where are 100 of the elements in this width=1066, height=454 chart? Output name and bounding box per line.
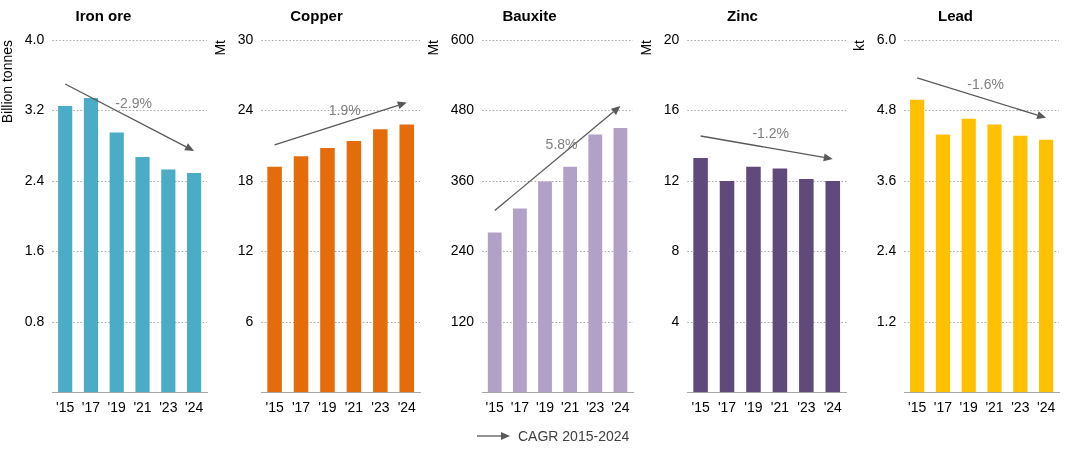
x-tick-label: '19 bbox=[959, 399, 979, 416]
y-tick-label: 6.0 bbox=[876, 30, 897, 47]
bar bbox=[487, 232, 502, 393]
bar bbox=[346, 140, 362, 393]
bar bbox=[910, 99, 925, 393]
y-tick-label: 3.6 bbox=[876, 171, 897, 188]
y-axis-title: kt bbox=[851, 39, 868, 51]
chart-title: Zinc bbox=[727, 7, 758, 25]
bar bbox=[538, 181, 552, 393]
annotation: -1.2% bbox=[752, 125, 789, 142]
y-tick-label: 24 bbox=[237, 101, 254, 118]
annotation: 1.9% bbox=[328, 101, 361, 118]
x-tick-label: '21 bbox=[344, 399, 364, 416]
x-tick-label: '24 bbox=[397, 399, 417, 416]
y-tick-label: 16 bbox=[663, 101, 680, 118]
annotation: -1.6% bbox=[967, 75, 1004, 92]
y-tick-label: 30 bbox=[237, 30, 254, 47]
bar bbox=[1039, 139, 1054, 393]
bar bbox=[373, 129, 388, 393]
x-tick-label: '24 bbox=[1036, 399, 1056, 416]
y-axis-title: Mt bbox=[212, 39, 229, 56]
x-tick-label: '19 bbox=[535, 399, 555, 416]
y-tick-label: 12 bbox=[663, 171, 680, 188]
x-tick-label: '23 bbox=[159, 399, 178, 416]
bar bbox=[399, 124, 415, 393]
x-tick-label: '21 bbox=[985, 399, 1004, 416]
x-tick-label: '15 bbox=[265, 399, 284, 416]
x-tick-label: '23 bbox=[797, 399, 816, 416]
x-tick-label: '21 bbox=[561, 399, 580, 416]
bar bbox=[135, 157, 150, 393]
x-tick-label: '23 bbox=[1011, 399, 1030, 416]
bar bbox=[588, 134, 603, 393]
x-tick-label: '17 bbox=[81, 399, 101, 416]
x-tick-label: '15 bbox=[691, 399, 710, 416]
y-tick-label: 12 bbox=[237, 242, 254, 259]
bar bbox=[772, 168, 788, 393]
x-tick-label: '24 bbox=[611, 399, 630, 416]
bar bbox=[987, 124, 1002, 393]
x-tick-label: '19 bbox=[744, 399, 763, 416]
bar bbox=[693, 157, 708, 393]
y-tick-label: 1.2 bbox=[876, 312, 897, 329]
y-tick-label: 8 bbox=[671, 242, 680, 259]
bar bbox=[320, 148, 335, 393]
bar bbox=[719, 180, 735, 393]
x-tick-label: '24 bbox=[823, 399, 843, 416]
y-tick-label: 4 bbox=[671, 312, 680, 329]
bar bbox=[267, 166, 282, 393]
y-tick-label: 20 bbox=[663, 30, 680, 47]
y-axis-title: Mt bbox=[638, 39, 655, 56]
bar bbox=[293, 156, 309, 393]
y-tick-label: 6 bbox=[245, 312, 254, 329]
y-tick-label: 18 bbox=[237, 171, 254, 188]
bar bbox=[563, 166, 578, 393]
y-tick-label: 4.0 bbox=[24, 30, 45, 47]
x-tick-label: '15 bbox=[908, 399, 927, 416]
y-tick-label: 360 bbox=[450, 171, 475, 188]
y-tick-label: 120 bbox=[450, 312, 475, 329]
x-tick-label: '24 bbox=[184, 399, 204, 416]
bar bbox=[825, 180, 841, 393]
y-tick-label: 2.4 bbox=[876, 242, 897, 259]
bar bbox=[109, 132, 124, 393]
y-axis-title: Mt bbox=[425, 39, 442, 56]
x-tick-label: '19 bbox=[107, 399, 127, 416]
chart-title: Bauxite bbox=[502, 7, 557, 25]
bar bbox=[512, 208, 527, 393]
x-tick-label: '15 bbox=[485, 399, 505, 416]
bar bbox=[961, 118, 976, 393]
y-tick-label: 2.4 bbox=[24, 171, 45, 188]
x-tick-label: '21 bbox=[133, 399, 152, 416]
bar bbox=[161, 169, 176, 393]
x-tick-label: '21 bbox=[770, 399, 790, 416]
y-tick-label: 3.2 bbox=[24, 101, 45, 118]
bar bbox=[799, 179, 814, 393]
x-tick-label: '23 bbox=[371, 399, 390, 416]
chart-title: Lead bbox=[937, 7, 974, 25]
bar bbox=[613, 128, 628, 393]
bar bbox=[187, 172, 202, 393]
y-tick-label: 1.6 bbox=[24, 242, 45, 259]
annotation: 5.8% bbox=[545, 136, 578, 153]
text: CAGR 2015-2024 bbox=[518, 428, 630, 444]
annotation: -2.9% bbox=[115, 95, 152, 112]
x-tick-label: '19 bbox=[318, 399, 337, 416]
bar bbox=[746, 166, 761, 393]
bar bbox=[58, 106, 73, 393]
bar bbox=[83, 98, 99, 393]
x-tick-label: '17 bbox=[717, 399, 737, 416]
y-tick-label: 240 bbox=[450, 242, 475, 259]
chart-title: Copper bbox=[290, 7, 343, 25]
x-tick-label: '17 bbox=[933, 399, 953, 416]
y-tick-label: 4.8 bbox=[876, 101, 897, 118]
y-tick-label: 480 bbox=[450, 101, 475, 118]
x-tick-label: '17 bbox=[510, 399, 530, 416]
y-tick-label: 0.8 bbox=[24, 312, 45, 329]
y-tick-label: 600 bbox=[450, 30, 475, 47]
x-tick-label: '15 bbox=[56, 399, 75, 416]
x-tick-label: '17 bbox=[291, 399, 311, 416]
bar bbox=[1013, 135, 1028, 393]
y-axis-title: Billion tonnes bbox=[0, 40, 16, 124]
bar bbox=[935, 134, 951, 393]
x-tick-label: '23 bbox=[586, 399, 605, 416]
